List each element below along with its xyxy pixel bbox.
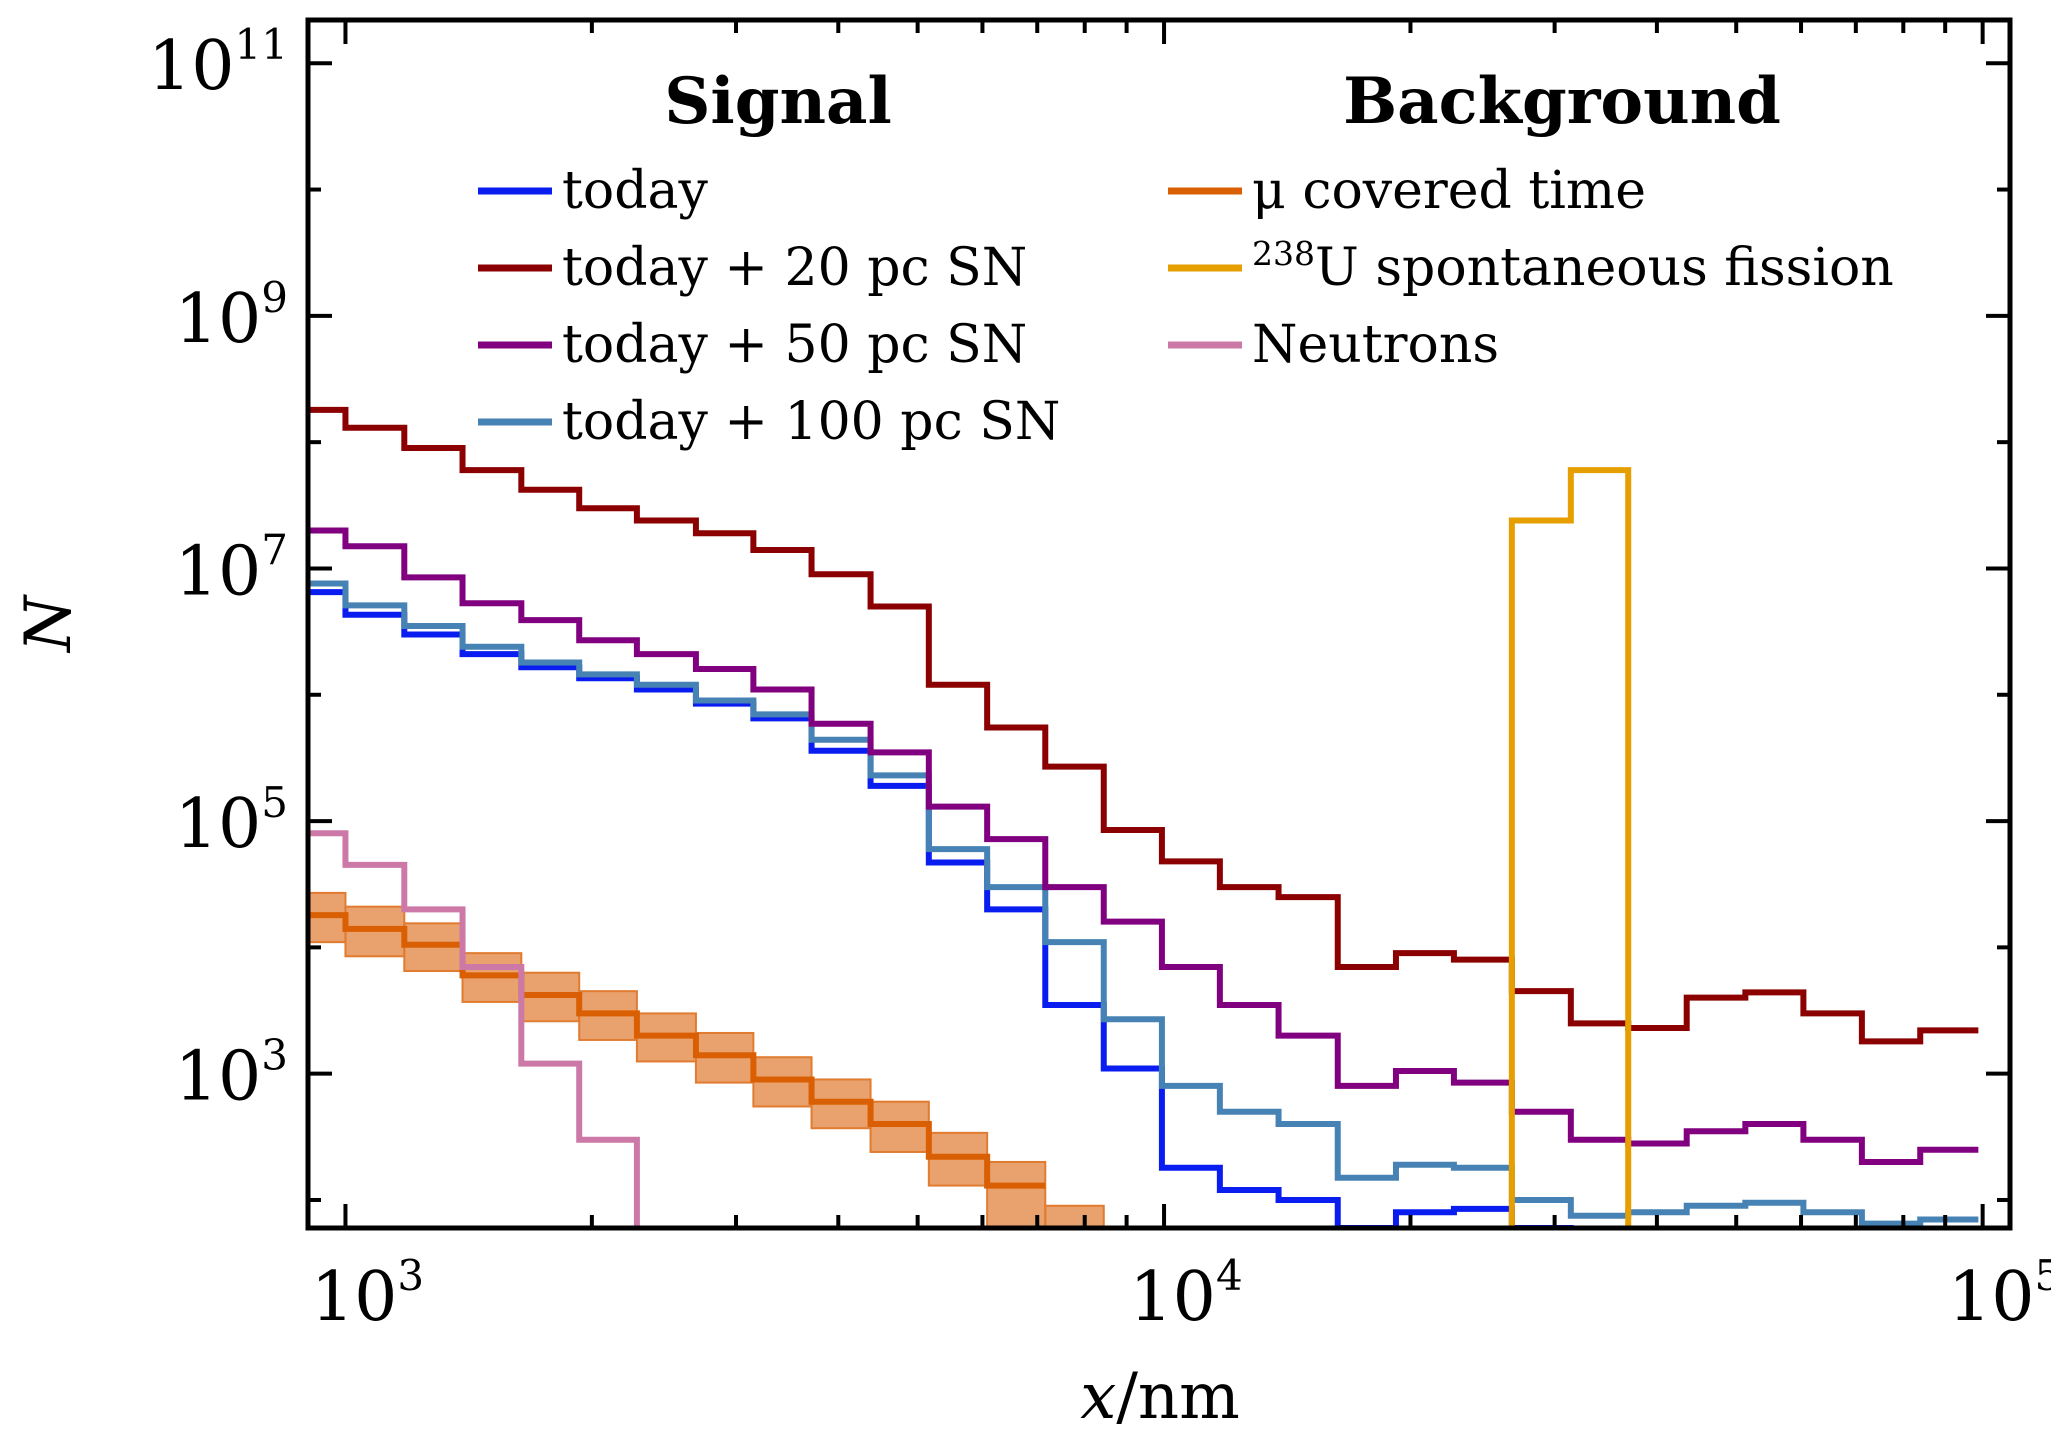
series-line-covered-time xyxy=(308,912,1046,1189)
tick-label: 103 xyxy=(175,1031,288,1117)
legend-label-neutrons: Neutrons xyxy=(1252,315,1499,375)
legend-title-signal: Signal xyxy=(664,64,892,139)
legend-label-covered-time: μ covered time xyxy=(1252,161,1646,221)
series-line-today-50-pc-sn xyxy=(308,527,1979,1165)
plot-area xyxy=(308,406,1979,1228)
legend-title-background: Background xyxy=(1343,64,1781,139)
legend-label-today: today xyxy=(562,161,708,221)
tick-label: 105 xyxy=(175,778,288,864)
y-axis-label: N xyxy=(12,594,86,654)
series-line-238u-spontaneous-fission xyxy=(1508,467,1632,1228)
legend-label-today-100-pc-sn: today + 100 pc SN xyxy=(562,392,1060,452)
legend-label-today-20-pc-sn: today + 20 pc SN xyxy=(562,238,1027,298)
tick-label: 105 xyxy=(1948,1251,2051,1337)
tick-labels: 103 104 105 103 105 107 109 1011 xyxy=(148,20,2051,1337)
series-line-today-20-pc-sn xyxy=(308,406,1979,1045)
axis-ticks xyxy=(306,20,2010,1228)
x-axis-label: x/nm xyxy=(1080,1360,1240,1434)
plot-frame xyxy=(305,17,2013,1231)
tick-label: 109 xyxy=(175,273,288,359)
series-line-neutrons xyxy=(308,830,640,1228)
tick-label: 107 xyxy=(175,525,288,611)
legend-label-today-50-pc-sn: today + 50 pc SN xyxy=(562,315,1027,375)
series-line-today-100-pc-sn xyxy=(308,580,1979,1227)
tick-label: 103 xyxy=(311,1251,424,1337)
legend: Signal Background today today + 20 pc SN t… xyxy=(478,64,1894,452)
legend-label-238u-spontaneous-fission: 238U spontaneous fission xyxy=(1252,234,1894,298)
tick-label: 1011 xyxy=(148,20,288,106)
tick-label: 104 xyxy=(1129,1251,1242,1337)
band-bin xyxy=(1044,1204,1105,1228)
